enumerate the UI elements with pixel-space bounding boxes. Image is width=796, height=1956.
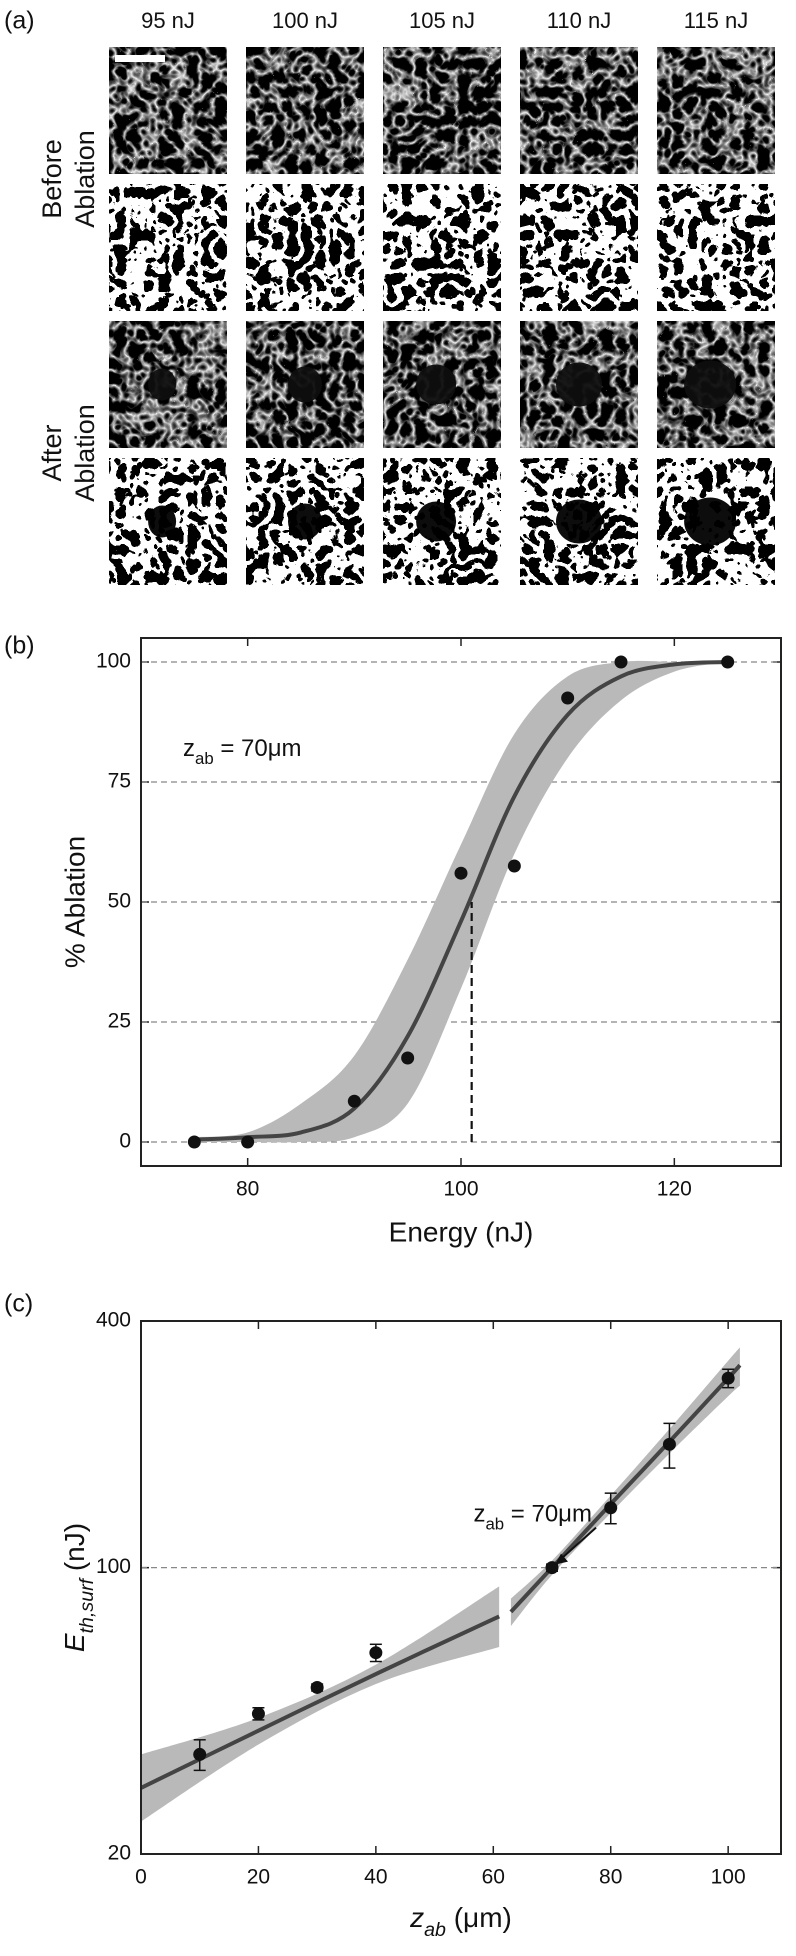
data-point	[662, 1437, 676, 1451]
ablation-spot	[288, 503, 322, 540]
row-label: Before	[37, 139, 67, 219]
row-label: Ablation	[70, 404, 100, 502]
data-point	[193, 1747, 207, 1761]
micrograph	[657, 47, 775, 174]
annotation-rest: = 70μm	[504, 1501, 592, 1528]
ablation-spot	[148, 505, 177, 538]
data-point	[721, 655, 735, 669]
data-point	[604, 1501, 618, 1515]
y-tick-label: 25	[108, 1010, 131, 1033]
data-point	[401, 1051, 415, 1065]
column-label: 110 nJ	[547, 8, 611, 33]
y-axis-label-sub: th,surf	[76, 1576, 98, 1633]
fit-line	[509, 1363, 742, 1614]
panel-label: (b)	[4, 632, 35, 660]
y-tick-label: 400	[96, 1309, 131, 1332]
y-tick-label: 20	[108, 1842, 131, 1865]
annotation-sub: ab	[195, 749, 214, 768]
confidence-band	[141, 1586, 500, 1822]
ablation-spot	[288, 366, 322, 403]
y-tick-label: 0	[119, 1130, 131, 1153]
panel-label: (c)	[4, 1290, 33, 1318]
x-axis-label: Energy (nJ)	[389, 1216, 534, 1247]
threshold-image	[383, 184, 501, 311]
annotation: zab = 70μm	[473, 1501, 592, 1534]
data-point	[721, 1371, 735, 1385]
row-label: After	[37, 424, 67, 481]
y-axis-label: Eth,surf (nJ)	[59, 1523, 98, 1652]
x-axis-label-rest: (μm)	[446, 1902, 512, 1933]
micrograph	[246, 47, 364, 174]
ablation-spot	[148, 368, 177, 401]
x-tick-label: 60	[482, 1866, 505, 1889]
y-tick-label: 50	[108, 890, 131, 913]
x-tick-label: 40	[364, 1866, 387, 1889]
column-label: 115 nJ	[684, 8, 748, 33]
annotation-sub: ab	[485, 1515, 504, 1534]
column-label: 100 nJ	[272, 8, 338, 33]
panel-label: (a)	[4, 7, 35, 35]
data-point	[187, 1135, 201, 1149]
y-axis-label-main: E	[59, 1633, 90, 1652]
data-point	[614, 655, 628, 669]
arrow-head	[555, 1553, 569, 1565]
annotation-main: z	[183, 735, 195, 762]
column-label: 105 nJ	[409, 8, 475, 33]
x-tick-label: 80	[599, 1866, 622, 1889]
ablation-spot	[684, 497, 737, 546]
threshold-image	[246, 184, 364, 311]
plot-frame	[140, 1320, 782, 1855]
data-point	[251, 1707, 265, 1721]
x-tick-label: 20	[247, 1866, 270, 1889]
fit-line	[194, 660, 728, 1142]
ablation-spot	[416, 501, 457, 542]
data-point	[561, 691, 575, 705]
fit-line	[140, 1614, 501, 1790]
annotation-main: z	[473, 1501, 485, 1528]
threshold-image	[109, 184, 227, 311]
x-tick-label: 100	[443, 1178, 478, 1201]
annotation-arrow	[557, 1526, 597, 1563]
data-point	[454, 866, 468, 880]
x-tick-label: 80	[236, 1178, 259, 1201]
row-label: Ablation	[70, 130, 100, 228]
micrograph	[383, 47, 501, 174]
scale-bar	[115, 55, 165, 62]
x-axis-label-main: z	[409, 1902, 424, 1933]
annotation-rest: = 70μm	[214, 735, 302, 762]
ablation-spot	[416, 364, 457, 405]
data-point	[507, 859, 521, 873]
x-axis-label-sub: ab	[424, 1919, 446, 1941]
threshold-image	[657, 184, 775, 311]
data-point	[310, 1680, 324, 1694]
micrograph	[109, 47, 227, 174]
x-tick-label: 100	[711, 1866, 746, 1889]
micrograph	[520, 47, 638, 174]
x-tick-label: 0	[135, 1866, 147, 1889]
annotation: zab = 70μm	[183, 735, 302, 768]
threshold-image	[520, 184, 638, 311]
x-tick-label: 120	[657, 1178, 692, 1201]
y-tick-label: 100	[96, 650, 131, 673]
y-tick-label: 75	[108, 770, 131, 793]
y-tick-label: 100	[96, 1555, 131, 1578]
confidence-band	[194, 660, 728, 1143]
data-point	[369, 1646, 383, 1660]
data-point	[241, 1135, 255, 1149]
ablation-spot	[556, 499, 602, 544]
data-point	[347, 1094, 361, 1108]
y-axis-label: % Ablation	[59, 836, 90, 968]
y-axis-label-rest: (nJ)	[59, 1523, 90, 1579]
ablation-spot	[684, 360, 737, 409]
x-axis-label: zab (μm)	[409, 1902, 512, 1941]
ablation-spot	[556, 362, 602, 407]
column-label: 95 nJ	[141, 8, 195, 33]
plot-frame	[140, 637, 782, 1167]
